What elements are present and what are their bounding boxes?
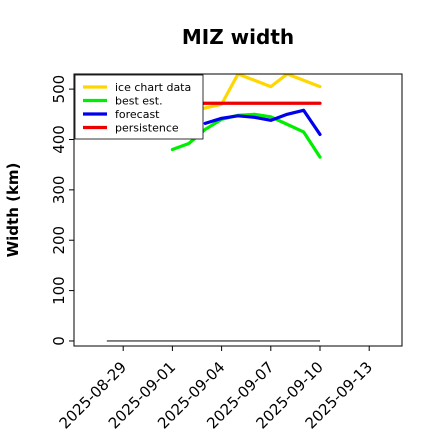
- y-tick-label: 400: [50, 125, 68, 154]
- y-tick-label: 100: [50, 276, 68, 305]
- plot-frame: [73, 73, 403, 347]
- legend-label-0: ice chart data: [115, 81, 191, 94]
- y-axis-label: Width (km): [4, 163, 22, 258]
- legend-label-2: forecast: [115, 108, 160, 121]
- y-tick-label: 500: [50, 75, 68, 104]
- chart-title: MIZ width: [182, 25, 294, 49]
- series-line-2: [203, 108, 322, 137]
- y-tick-label: 200: [50, 226, 68, 255]
- y-tick-label: 0: [50, 336, 68, 346]
- y-tick-label: 300: [50, 176, 68, 205]
- legend-label-3: persistence: [115, 122, 179, 135]
- legend-label-1: best est.: [115, 95, 163, 108]
- series-line-0: [187, 74, 322, 114]
